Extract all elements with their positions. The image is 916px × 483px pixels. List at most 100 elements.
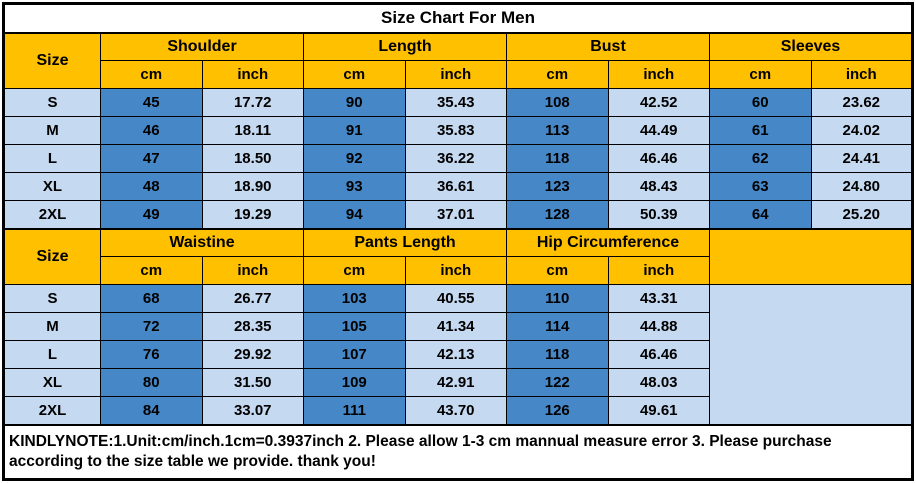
inch-value-cell: 17.72 [201,88,304,117]
measure-group-header: Length [303,32,507,61]
unit-header: cm [100,256,203,285]
inch-value-cell: 36.22 [404,144,507,173]
inch-value-cell: 24.02 [810,116,914,145]
cm-value-cell: 91 [303,116,406,145]
measure-group-header: Bust [506,32,710,61]
cm-value-cell: 62 [709,144,812,173]
cm-value-cell: 108 [506,88,609,117]
cm-value-cell: 128 [506,200,609,229]
note-row: KINDLYNOTE:1.Unit:cm/inch.1cm=0.3937inch… [2,423,914,480]
cm-value-cell: 114 [506,312,609,341]
cm-value-cell: 60 [709,88,812,117]
inch-value-cell: 26.77 [201,284,304,313]
inch-value-cell: 18.50 [201,144,304,173]
inch-value-cell: 48.03 [607,368,710,397]
size-cell: XL [3,172,101,201]
note-section: KINDLYNOTE:1.Unit:cm/inch.1cm=0.3937inch… [2,423,914,480]
cm-value-cell: 118 [506,144,609,173]
size-data-row: XL 80 31.50 109 42.91 122 48.03 [3,368,913,397]
inch-value-cell: 35.43 [404,88,507,117]
cm-value-cell: 72 [100,312,203,341]
cm-value-cell: 111 [303,396,406,425]
unit-header: cm [303,60,406,89]
inch-value-cell: 36.61 [404,172,507,201]
kindly-note-text: KINDLYNOTE:1.Unit:cm/inch.1cm=0.3937inch… [2,423,914,480]
cm-value-cell: 109 [303,368,406,397]
inch-value-cell: 46.46 [607,340,710,369]
inch-value-cell: 41.34 [404,312,507,341]
cm-value-cell: 103 [303,284,406,313]
unit-header: cm [303,256,406,285]
inch-value-cell: 19.29 [201,200,304,229]
inch-value-cell: 24.80 [810,172,914,201]
cm-value-cell: 93 [303,172,406,201]
size-cell: XL [3,368,101,397]
size-column-header: Size [3,32,101,89]
measure-group-header: Hip Circumference [506,227,710,257]
cm-value-cell: 107 [303,340,406,369]
size-data-row: M 72 28.35 105 41.34 114 44.88 [3,312,913,341]
inch-value-cell: 44.49 [607,116,710,145]
unit-header: cm [100,60,203,89]
size-cell: 2XL [3,396,101,425]
unit-header-row: cm inch cm inch cm inch cm inch [4,60,914,89]
inch-value-cell: 48.43 [607,172,710,201]
cm-value-cell: 63 [709,172,812,201]
cm-value-cell: 90 [303,88,406,117]
cm-value-cell: 80 [100,368,203,397]
inch-value-cell: 44.88 [607,312,710,341]
size-data-row: S 45 17.72 90 35.43 108 42.52 60 23.62 [3,88,914,117]
size-data-row: M 46 18.11 91 35.83 113 44.49 61 24.02 [3,116,914,145]
inch-value-cell: 43.70 [404,396,507,425]
inch-value-cell: 29.92 [201,340,304,369]
inch-value-cell: 46.46 [607,144,710,173]
group-header-row: Size Shoulder Length Bust Sleeves [3,32,914,89]
upper-body-size-section: Size Shoulder Length Bust Sleeves cm inch cm inc… [3,32,914,229]
cm-value-cell: 61 [709,116,812,145]
inch-value-cell: 42.91 [404,368,507,397]
inch-value-cell: 33.07 [201,396,304,425]
inch-value-cell: 18.90 [201,172,304,201]
inch-value-cell: 50.39 [607,200,710,229]
cm-value-cell: 92 [303,144,406,173]
measure-group-header: Shoulder [100,32,304,61]
cm-value-cell: 94 [303,200,406,229]
empty-data-cell [708,284,914,425]
unit-header: inch [404,60,507,89]
unit-header: cm [506,256,609,285]
unit-header: inch [607,60,710,89]
unit-header: inch [607,256,710,285]
size-cell: L [3,144,101,173]
cm-value-cell: 64 [709,200,812,229]
inch-value-cell: 18.11 [201,116,304,145]
title-row: Size Chart For Men [2,3,914,34]
measure-group-header: Waistine [100,227,304,257]
inch-value-cell: 28.35 [201,312,304,341]
size-data-row: 2XL 49 19.29 94 37.01 128 50.39 64 25.20 [3,200,914,229]
size-data-row: S 68 26.77 103 40.55 110 43.31 [3,284,914,425]
size-data-row: L 76 29.92 107 42.13 118 46.46 [3,340,913,369]
inch-value-cell: 40.55 [404,284,507,313]
size-cell: 2XL [3,200,101,229]
inch-value-cell: 43.31 [607,284,710,313]
size-cell: M [3,312,101,341]
unit-header: inch [201,256,304,285]
size-cell: S [3,88,101,117]
size-data-row: XL 48 18.90 93 36.61 123 48.43 63 24.80 [3,172,914,201]
inch-value-cell: 42.13 [404,340,507,369]
lower-body-size-section: Size Waistine Pants Length Hip Circumferenc… [3,227,914,425]
inch-value-cell: 42.52 [607,88,710,117]
cm-value-cell: 126 [506,396,609,425]
unit-header: inch [810,60,914,89]
inch-value-cell: 24.41 [810,144,914,173]
cm-value-cell: 46 [100,116,203,145]
size-data-row: L 47 18.50 92 36.22 118 46.46 62 24.41 [3,144,914,173]
cm-value-cell: 105 [303,312,406,341]
cm-value-cell: 123 [506,172,609,201]
cm-value-cell: 118 [506,340,609,369]
unit-header-row: cm inch cm inch cm inch [4,256,913,285]
inch-value-cell: 23.62 [810,88,914,117]
page-title: Size Chart For Men [2,3,914,34]
